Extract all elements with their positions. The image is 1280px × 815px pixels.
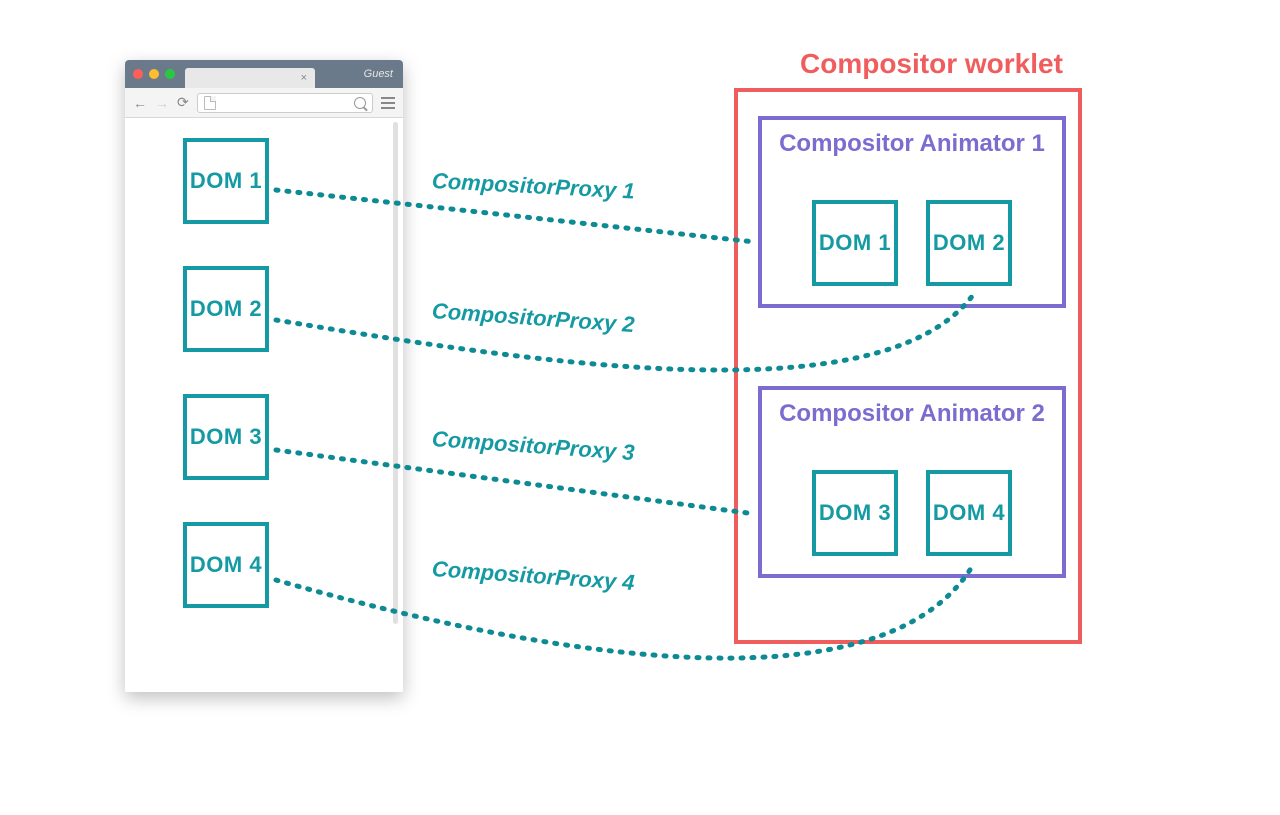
scrollbar [393, 122, 398, 624]
worklet-dom-1: DOM 1 [812, 200, 898, 286]
dom-box-3: DOM 3 [183, 394, 269, 480]
animator-title-2: Compositor Animator 2 [762, 390, 1062, 428]
nav-buttons: ← → ⟳ [133, 94, 189, 111]
menu-icon [381, 97, 395, 109]
browser-content: DOM 1 DOM 2 DOM 3 DOM 4 [125, 118, 403, 628]
browser-tab: × [185, 68, 315, 88]
traffic-light-zoom [165, 69, 175, 79]
browser-tabbar: × Guest [125, 60, 403, 88]
browser-window: × Guest ← → ⟳ DOM 1 DOM 2 DOM 3 DOM 4 [125, 60, 403, 692]
worklet-dom-4: DOM 4 [926, 470, 1012, 556]
dom-box-2: DOM 2 [183, 266, 269, 352]
guest-label: Guest [364, 68, 393, 80]
back-icon: ← [133, 95, 147, 111]
worklet-box: Compositor Animator 1 DOM 1 DOM 2 Compos… [734, 88, 1082, 644]
proxy-label-3: CompositorProxy 3 [431, 426, 635, 466]
dom-box-4: DOM 4 [183, 522, 269, 608]
search-icon [354, 97, 366, 109]
close-icon: × [301, 72, 307, 84]
animator-box-2: Compositor Animator 2 DOM 3 DOM 4 [758, 386, 1066, 578]
page-icon [204, 96, 216, 110]
traffic-light-minimize [149, 69, 159, 79]
traffic-lights [133, 69, 175, 79]
proxy-label-4: CompositorProxy 4 [431, 556, 635, 596]
animator-inner-1: DOM 1 DOM 2 [762, 200, 1062, 286]
proxy-label-2: CompositorProxy 2 [431, 298, 635, 338]
traffic-light-close [133, 69, 143, 79]
animator-title-1: Compositor Animator 1 [762, 120, 1062, 158]
forward-icon: → [155, 95, 169, 111]
animator-box-1: Compositor Animator 1 DOM 1 DOM 2 [758, 116, 1066, 308]
dom-box-1: DOM 1 [183, 138, 269, 224]
reload-icon: ⟳ [177, 94, 189, 111]
browser-toolbar: ← → ⟳ [125, 88, 403, 118]
proxy-label-1: CompositorProxy 1 [431, 168, 635, 205]
worklet-title: Compositor worklet [800, 48, 1063, 80]
diagram-stage: × Guest ← → ⟳ DOM 1 DOM 2 DOM 3 DOM 4 Co… [0, 0, 1280, 815]
url-bar [197, 93, 373, 113]
animator-inner-2: DOM 3 DOM 4 [762, 470, 1062, 556]
worklet-dom-3: DOM 3 [812, 470, 898, 556]
worklet-dom-2: DOM 2 [926, 200, 1012, 286]
